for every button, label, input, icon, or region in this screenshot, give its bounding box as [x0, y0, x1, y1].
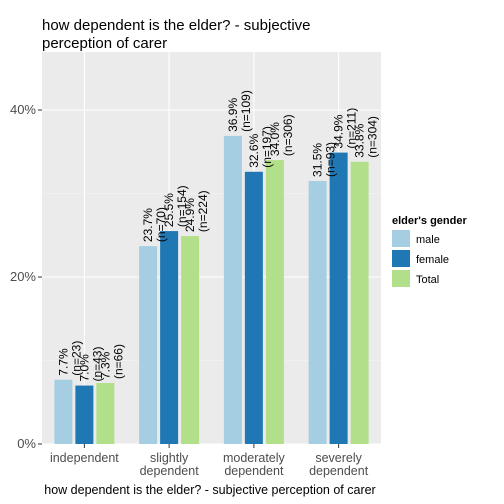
chart-title-line-1: how dependent is the elder? - subjective — [42, 17, 311, 34]
legend-label: female — [416, 254, 449, 266]
data-label-percent: 25.5% — [162, 193, 176, 227]
data-label: 23.7%(n=70) — [141, 207, 168, 242]
x-tick-label-line: moderately — [223, 451, 286, 465]
data-label-percent: 7.0% — [77, 354, 91, 382]
bar-female-2 — [244, 171, 263, 445]
data-label-count: (n=93) — [324, 142, 338, 177]
data-label: 25.5%(n=154) — [162, 185, 189, 227]
y-axis: 0% 20% 40% — [10, 102, 42, 451]
x-tick-label-line: dependent — [224, 464, 284, 478]
bar-male-3 — [308, 180, 327, 444]
x-tick-label-line: independent — [50, 451, 119, 465]
x-tick-label-line: dependent — [309, 464, 369, 478]
bar-female-0 — [75, 385, 94, 444]
legend-title: elder's gender — [392, 215, 467, 227]
legend-key-female — [392, 250, 410, 267]
x-tick-label-line: severely — [315, 451, 362, 465]
data-label: 7.3%(n=66) — [98, 344, 125, 379]
data-label-count: (n=109) — [239, 90, 253, 132]
data-label-count: (n=306) — [281, 114, 295, 156]
data-label-count: (n=224) — [196, 190, 210, 232]
legend-key-total — [392, 270, 410, 287]
bar-total-2 — [265, 160, 284, 444]
data-label-count: (n=66) — [111, 344, 125, 379]
data-label-count: (n=211) — [345, 108, 359, 149]
data-label-percent: 31.5% — [311, 143, 325, 177]
bar-male-0 — [54, 379, 73, 444]
x-tick-label: slightly dependent — [140, 451, 200, 478]
data-label-percent: 33.8% — [353, 123, 367, 157]
data-label-percent: 32.6% — [247, 133, 261, 167]
data-label-percent: 24.9% — [183, 198, 197, 232]
bar-total-1 — [181, 236, 200, 444]
data-label: 31.5%(n=93) — [311, 142, 338, 177]
legend: elder's gender male female Total — [392, 215, 467, 287]
data-label-count: (n=154) — [175, 185, 189, 227]
legend-label: male — [416, 234, 440, 246]
data-label-percent: 7.7% — [56, 348, 70, 376]
data-label-percent: 34.9% — [332, 114, 346, 148]
x-tick-label-line: slightly — [150, 451, 189, 465]
data-label-percent: 23.7% — [141, 208, 155, 242]
x-tick-label-line: dependent — [140, 464, 200, 478]
x-axis-title: how dependent is the elder? - subjective… — [44, 483, 375, 497]
data-label: 7.7%(n=23) — [56, 341, 83, 376]
data-label-percent: 34.0% — [268, 122, 282, 156]
data-label-count: (n=43) — [90, 347, 104, 382]
data-label: 7.0%(n=43) — [77, 347, 104, 382]
bar-total-0 — [96, 383, 115, 444]
data-label-count: (n=70) — [154, 207, 168, 242]
y-tick-label: 20% — [10, 269, 36, 284]
data-label-percent: 7.3% — [98, 351, 112, 379]
data-label: 24.9%(n=224) — [183, 190, 210, 232]
x-tick-label: independent — [50, 451, 119, 465]
data-label: 33.8%(n=304) — [353, 116, 380, 158]
legend-key-male — [392, 230, 410, 247]
bar-female-1 — [160, 231, 179, 444]
data-label-count: (n=304) — [366, 116, 380, 158]
bar-male-1 — [139, 246, 158, 444]
data-label-percent: 36.9% — [226, 98, 240, 132]
data-label: 36.9%(n=109) — [226, 90, 253, 132]
bars — [54, 135, 369, 445]
data-label-count: (n=23) — [69, 341, 83, 376]
bar-female-3 — [329, 152, 348, 444]
data-label-count: (n=197) — [260, 126, 274, 168]
y-tick-label: 0% — [17, 436, 36, 451]
data-label: 34.0%(n=306) — [268, 114, 295, 156]
bar-total-3 — [350, 161, 369, 444]
data-labels: 7.7%(n=23)23.7%(n=70)36.9%(n=109)31.5%(n… — [56, 90, 379, 381]
data-label: 34.9%(n=211) — [332, 108, 359, 149]
chart-title-line-2: perception of carer — [42, 35, 167, 52]
x-tick-label: moderately dependent — [223, 451, 286, 478]
bar-male-2 — [223, 135, 242, 444]
data-label: 32.6%(n=197) — [247, 126, 274, 168]
x-tick-label: severely dependent — [309, 451, 369, 478]
y-tick-label: 40% — [10, 102, 36, 117]
legend-label: Total — [416, 274, 439, 286]
